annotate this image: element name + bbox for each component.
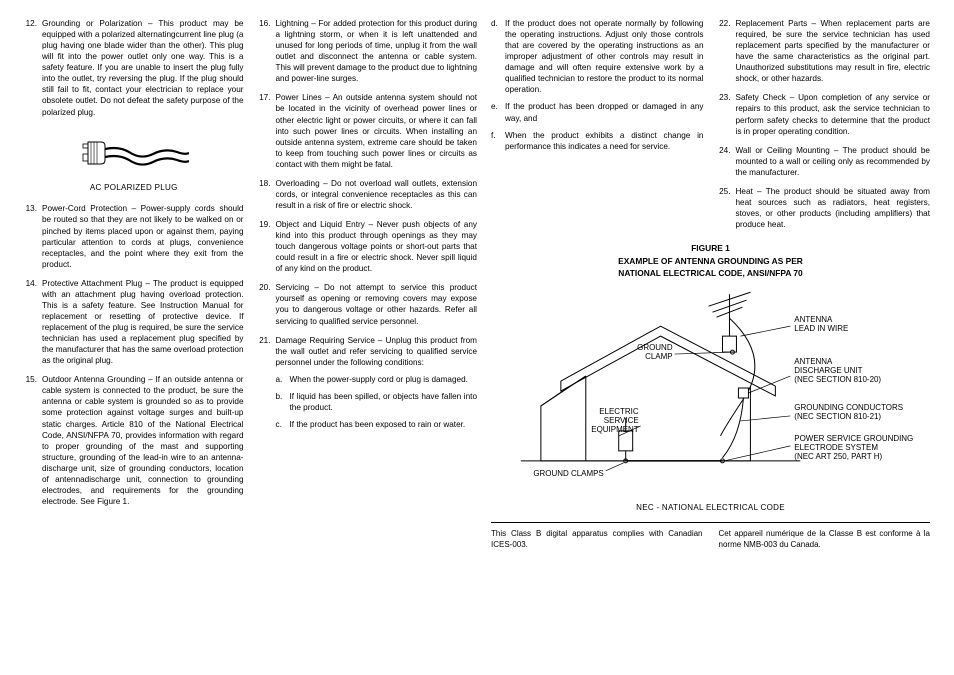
footer-right: Cet appareil numérique de la Classe B es… bbox=[719, 529, 931, 551]
list-item-20: 20. Servicing – Do not attempt to servic… bbox=[258, 282, 478, 326]
list-item-17: 17. Power Lines – An outside antenna sys… bbox=[258, 92, 478, 169]
list-item-16: 16. Lightning – For added protection for… bbox=[258, 18, 478, 84]
label-discharge-2: DISCHARGE UNIT bbox=[794, 366, 862, 375]
item-text: Protective Attachment Plug – The product… bbox=[42, 278, 244, 367]
label-ground-clamp-2: CLAMP bbox=[645, 352, 672, 361]
item-number: 21. bbox=[258, 335, 276, 432]
sub-text: If liquid has been spilled, or objects h… bbox=[290, 391, 478, 413]
sub-item-f: f. When the product exhibits a distinct … bbox=[491, 130, 704, 152]
label-antenna-2: LEAD IN WIRE bbox=[794, 324, 848, 333]
plug-caption: AC POLARIZED PLUG bbox=[24, 183, 244, 194]
list-item-21: 21. Damage Requiring Service – Unplug th… bbox=[258, 335, 478, 432]
item-number: 22. bbox=[718, 18, 736, 84]
nec-caption: NEC - NATIONAL ELECTRICAL CODE bbox=[491, 503, 930, 514]
item-text: Safety Check – Upon completion of any se… bbox=[736, 92, 931, 136]
list-item-13: 13. Power-Cord Protection – Power-supply… bbox=[24, 203, 244, 269]
sub-item-e: e. If the product has been dropped or da… bbox=[491, 101, 704, 123]
label-conductors-1: GROUNDING CONDUCTORS bbox=[794, 403, 903, 412]
list-item-24: 24. Wall or Ceiling Mounting – The produ… bbox=[718, 145, 931, 178]
item-number: 15. bbox=[24, 374, 42, 507]
list-item-25: 25. Heat – The product should be situate… bbox=[718, 186, 931, 230]
item-text: Damage Requiring Service – Unplug this p… bbox=[276, 335, 478, 432]
label-conductors-2: (NEC SECTION 810-21) bbox=[794, 412, 881, 421]
sub-text: If the product has been dropped or damag… bbox=[505, 101, 704, 123]
plug-icon bbox=[79, 132, 189, 172]
item-text: Power-Cord Protection – Power-supply cor… bbox=[42, 203, 244, 269]
list-item-23: 23. Safety Check – Upon completion of an… bbox=[718, 92, 931, 136]
sub-number: d. bbox=[491, 18, 505, 95]
figure-title-line2: EXAMPLE OF ANTENNA GROUNDING AS PER bbox=[491, 255, 930, 268]
sub-item-a: a. When the power-supply cord or plug is… bbox=[276, 374, 478, 385]
columns-3-4-top: d. If the product does not operate norma… bbox=[491, 18, 930, 238]
item-number: 12. bbox=[24, 18, 42, 118]
item-number: 19. bbox=[258, 219, 276, 274]
item-number: 23. bbox=[718, 92, 736, 136]
item-number: 25. bbox=[718, 186, 736, 230]
item-text: Wall or Ceiling Mounting – The product s… bbox=[736, 145, 931, 178]
sub-text: If the product does not operate normally… bbox=[505, 18, 704, 95]
label-electric-2: SERVICE bbox=[604, 416, 639, 425]
item-number: 18. bbox=[258, 178, 276, 211]
column-2: 16. Lightning – For added protection for… bbox=[258, 18, 478, 657]
list-item-19: 19. Object and Liquid Entry – Never push… bbox=[258, 219, 478, 274]
item-text: Overloading – Do not overload wall outle… bbox=[276, 178, 478, 211]
antenna-grounding-diagram: GROUND CLAMP ELECTRIC SERVICE EQUIPMENT … bbox=[491, 286, 930, 496]
item-text: Power Lines – An outside antenna system … bbox=[276, 92, 478, 169]
plug-figure bbox=[24, 132, 244, 175]
item-number: 24. bbox=[718, 145, 736, 178]
item-number: 13. bbox=[24, 203, 42, 269]
sub-text: When the product exhibits a distinct cha… bbox=[505, 130, 704, 152]
sub-text: If the product has been exposed to rain … bbox=[290, 419, 478, 430]
figure-1-block: FIGURE 1 EXAMPLE OF ANTENNA GROUNDING AS… bbox=[491, 238, 930, 550]
sub-number: b. bbox=[276, 391, 290, 413]
figure-title-line1: FIGURE 1 bbox=[491, 242, 930, 255]
item-text: Object and Liquid Entry – Never push obj… bbox=[276, 219, 478, 274]
sub-number: e. bbox=[491, 101, 505, 123]
list-item-12: 12. Grounding or Polarization – This pro… bbox=[24, 18, 244, 118]
item-text: Servicing – Do not attempt to service th… bbox=[276, 282, 478, 326]
item-number: 16. bbox=[258, 18, 276, 84]
figure-title-line3: NATIONAL ELECTRICAL CODE, ANSI/NFPA 70 bbox=[491, 267, 930, 280]
label-ground-clamp-1: GROUND bbox=[637, 343, 673, 352]
sub-item-d: d. If the product does not operate norma… bbox=[491, 18, 704, 95]
label-discharge-1: ANTENNA bbox=[794, 357, 833, 366]
label-antenna-1: ANTENNA bbox=[794, 315, 833, 324]
list-item-15: 15. Outdoor Antenna Grounding – If an ou… bbox=[24, 374, 244, 507]
list-item-22: 22. Replacement Parts – When replacement… bbox=[718, 18, 931, 84]
label-discharge-3: (NEC SECTION 810-20) bbox=[794, 375, 881, 384]
item-number: 17. bbox=[258, 92, 276, 169]
item-text: Outdoor Antenna Grounding – If an outsid… bbox=[42, 374, 244, 507]
label-power-2: ELECTRODE SYSTEM bbox=[794, 443, 878, 452]
list-item-14: 14. Protective Attachment Plug – The pro… bbox=[24, 278, 244, 367]
footer-divider bbox=[491, 522, 930, 523]
label-electric-3: EQUIPMENT bbox=[591, 425, 639, 434]
label-power-3: (NEC ART 250, PART H) bbox=[794, 452, 882, 461]
item-number: 20. bbox=[258, 282, 276, 326]
sub-item-c: c. If the product has been exposed to ra… bbox=[276, 419, 478, 430]
sub-item-b: b. If liquid has been spilled, or object… bbox=[276, 391, 478, 413]
item-lead: Damage Requiring Service – Unplug this p… bbox=[276, 336, 478, 367]
column-3: d. If the product does not operate norma… bbox=[491, 18, 704, 238]
list-item-18: 18. Overloading – Do not overload wall o… bbox=[258, 178, 478, 211]
footer-row: This Class B digital apparatus complies … bbox=[491, 529, 930, 551]
item-text: Grounding or Polarization – This product… bbox=[42, 18, 244, 118]
label-electric-1: ELECTRIC bbox=[599, 407, 639, 416]
sub-number: a. bbox=[276, 374, 290, 385]
column-1: 12. Grounding or Polarization – This pro… bbox=[24, 18, 244, 657]
figure-heading: FIGURE 1 EXAMPLE OF ANTENNA GROUNDING AS… bbox=[491, 242, 930, 280]
sub-text: When the power-supply cord or plug is da… bbox=[290, 374, 478, 385]
item-number: 14. bbox=[24, 278, 42, 367]
column-4: 22. Replacement Parts – When replacement… bbox=[718, 18, 931, 238]
label-ground-clamps: GROUND CLAMPS bbox=[533, 469, 603, 478]
sub-number: f. bbox=[491, 130, 505, 152]
columns-3-4: d. If the product does not operate norma… bbox=[491, 18, 930, 657]
footer-left: This Class B digital apparatus complies … bbox=[491, 529, 703, 551]
sub-number: c. bbox=[276, 419, 290, 430]
item-text: Lightning – For added protection for thi… bbox=[276, 18, 478, 84]
item-text: Heat – The product should be situated aw… bbox=[736, 186, 931, 230]
item-text: Replacement Parts – When replacement par… bbox=[736, 18, 931, 84]
label-power-1: POWER SERVICE GROUNDING bbox=[794, 434, 913, 443]
